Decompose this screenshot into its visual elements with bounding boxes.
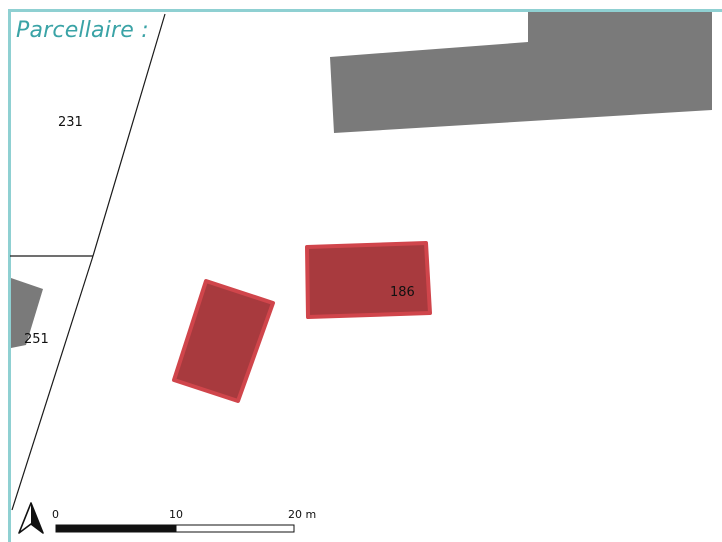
project-building [305,241,432,319]
parcel-label-251: 251 [24,332,49,347]
scale-tick-20: 20 m [288,508,317,521]
parcel-boundary-line [92,13,166,257]
project-building [172,279,275,403]
map-title: Parcellaire : [16,18,149,43]
existing-building [11,278,43,348]
scale-bar [55,524,295,533]
existing-building [330,12,712,133]
parcel-label-186: 186 [390,285,415,300]
north-arrow-icon [18,502,44,534]
scale-bar-segment-1 [55,524,177,533]
map-border [8,9,722,542]
parcel-boundary-line [11,255,94,511]
parcel-label-231: 231 [58,115,83,130]
scale-bar-segment-2 [175,524,295,533]
scale-tick-10: 10 [169,508,183,521]
scale-tick-0: 0 [52,508,59,521]
